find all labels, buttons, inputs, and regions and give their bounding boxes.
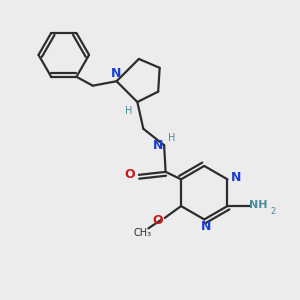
Text: CH₃: CH₃ xyxy=(134,228,152,238)
Text: NH: NH xyxy=(249,200,268,210)
Text: N: N xyxy=(230,171,241,184)
Text: N: N xyxy=(153,139,164,152)
Text: N: N xyxy=(111,67,122,80)
Text: O: O xyxy=(152,214,163,227)
Text: N: N xyxy=(200,220,211,233)
Text: 2: 2 xyxy=(270,207,275,216)
Text: O: O xyxy=(124,168,135,182)
Text: H: H xyxy=(125,106,132,116)
Text: H: H xyxy=(168,133,175,143)
